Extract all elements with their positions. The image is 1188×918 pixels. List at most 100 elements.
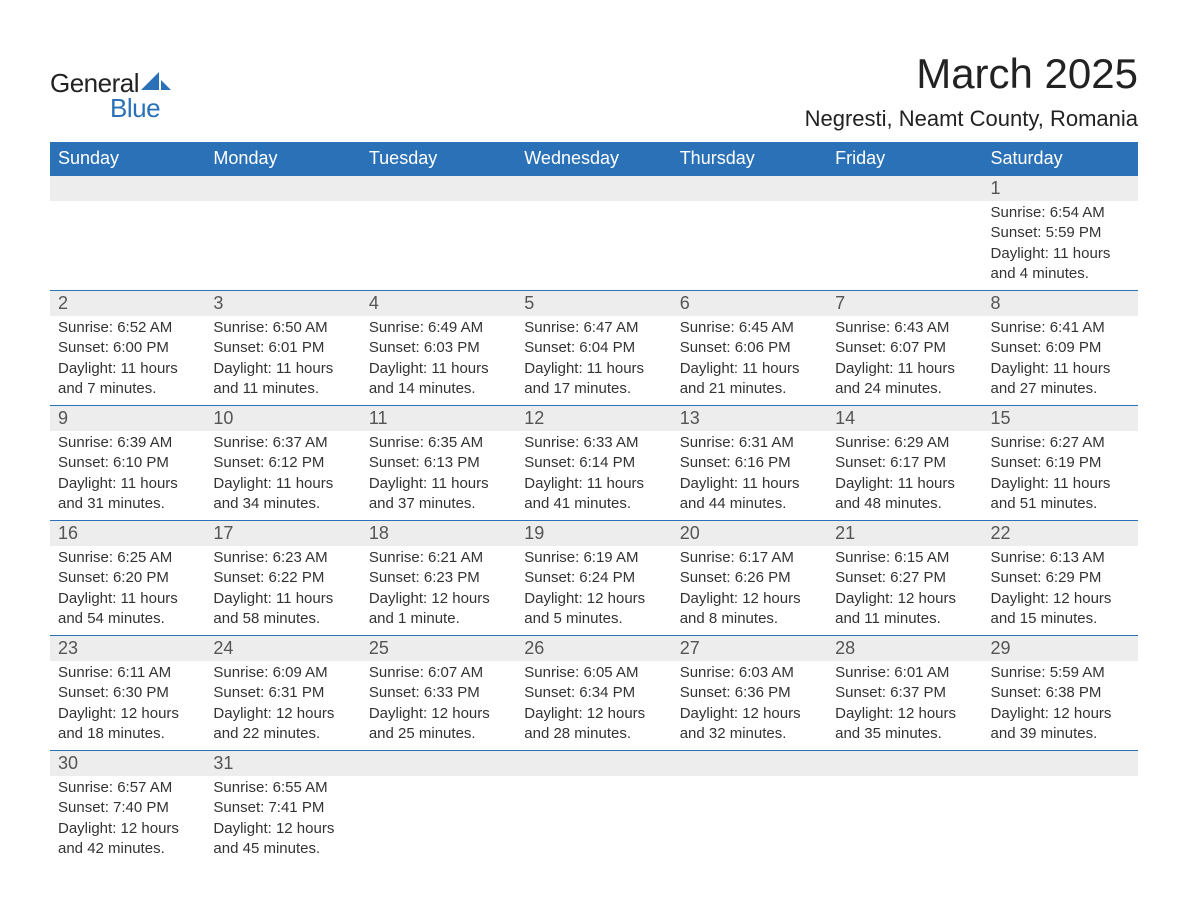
day-cell-line: Sunset: 7:40 PM — [58, 798, 197, 818]
content-row: Sunrise: 6:57 AMSunset: 7:40 PMDaylight:… — [50, 776, 1138, 865]
day-number: 12 — [516, 406, 671, 432]
day-header: Sunday — [50, 142, 205, 176]
day-cell: Sunrise: 6:05 AMSunset: 6:34 PMDaylight:… — [516, 661, 671, 751]
day-cell — [361, 201, 516, 291]
day-cell-line: Daylight: 12 hours and 11 minutes. — [835, 589, 974, 630]
day-number — [672, 751, 827, 777]
day-cell-line: Sunrise: 6:07 AM — [369, 663, 508, 683]
day-cell: Sunrise: 6:15 AMSunset: 6:27 PMDaylight:… — [827, 546, 982, 636]
logo-text-blue: Blue — [110, 93, 160, 124]
day-cell: Sunrise: 6:50 AMSunset: 6:01 PMDaylight:… — [205, 316, 360, 406]
day-number — [205, 176, 360, 202]
day-header: Wednesday — [516, 142, 671, 176]
day-cell-line: Sunset: 6:31 PM — [213, 683, 352, 703]
content-row: Sunrise: 6:54 AMSunset: 5:59 PMDaylight:… — [50, 201, 1138, 291]
day-cell: Sunrise: 6:33 AMSunset: 6:14 PMDaylight:… — [516, 431, 671, 521]
day-cell — [50, 201, 205, 291]
day-cell-line: Sunset: 6:27 PM — [835, 568, 974, 588]
day-cell-line: Daylight: 12 hours and 45 minutes. — [213, 819, 352, 860]
day-number — [983, 751, 1138, 777]
day-cell: Sunrise: 6:17 AMSunset: 6:26 PMDaylight:… — [672, 546, 827, 636]
day-number: 9 — [50, 406, 205, 432]
day-number: 29 — [983, 636, 1138, 662]
day-cell-line: Sunrise: 6:47 AM — [524, 318, 663, 338]
day-cell — [361, 776, 516, 865]
day-cell: Sunrise: 6:37 AMSunset: 6:12 PMDaylight:… — [205, 431, 360, 521]
day-cell: Sunrise: 6:13 AMSunset: 6:29 PMDaylight:… — [983, 546, 1138, 636]
day-cell-line: Sunrise: 6:25 AM — [58, 548, 197, 568]
day-cell: Sunrise: 6:31 AMSunset: 6:16 PMDaylight:… — [672, 431, 827, 521]
day-cell: Sunrise: 6:54 AMSunset: 5:59 PMDaylight:… — [983, 201, 1138, 291]
day-cell-line: Daylight: 11 hours and 58 minutes. — [213, 589, 352, 630]
day-cell-line: Sunset: 5:59 PM — [991, 223, 1130, 243]
day-header: Friday — [827, 142, 982, 176]
day-cell-line: Daylight: 11 hours and 4 minutes. — [991, 244, 1130, 285]
day-number: 31 — [205, 751, 360, 777]
day-cell-line: Daylight: 12 hours and 18 minutes. — [58, 704, 197, 745]
day-cell-line: Sunset: 6:36 PM — [680, 683, 819, 703]
day-number: 4 — [361, 291, 516, 317]
calendar-body: 1Sunrise: 6:54 AMSunset: 5:59 PMDaylight… — [50, 176, 1138, 866]
day-cell — [672, 776, 827, 865]
day-cell-line: Daylight: 12 hours and 25 minutes. — [369, 704, 508, 745]
day-number: 7 — [827, 291, 982, 317]
day-cell-line: Sunset: 6:22 PM — [213, 568, 352, 588]
daynum-row: 2345678 — [50, 291, 1138, 317]
day-cell-line: Daylight: 11 hours and 11 minutes. — [213, 359, 352, 400]
day-number — [672, 176, 827, 202]
day-number: 16 — [50, 521, 205, 547]
day-cell-line: Sunset: 6:09 PM — [991, 338, 1130, 358]
day-cell-line: Sunset: 6:34 PM — [524, 683, 663, 703]
day-cell-line: Sunset: 6:01 PM — [213, 338, 352, 358]
day-number: 26 — [516, 636, 671, 662]
day-cell-line: Sunrise: 6:15 AM — [835, 548, 974, 568]
day-header: Tuesday — [361, 142, 516, 176]
day-number: 10 — [205, 406, 360, 432]
day-number: 8 — [983, 291, 1138, 317]
day-number: 17 — [205, 521, 360, 547]
day-cell-line: Sunset: 6:13 PM — [369, 453, 508, 473]
day-cell-line: Sunset: 7:41 PM — [213, 798, 352, 818]
day-cell-line: Sunset: 6:10 PM — [58, 453, 197, 473]
day-number: 20 — [672, 521, 827, 547]
day-cell-line: Sunset: 6:14 PM — [524, 453, 663, 473]
daynum-row: 1 — [50, 176, 1138, 202]
day-cell-line: Sunrise: 6:49 AM — [369, 318, 508, 338]
day-cell-line: Daylight: 11 hours and 34 minutes. — [213, 474, 352, 515]
day-cell: Sunrise: 6:03 AMSunset: 6:36 PMDaylight:… — [672, 661, 827, 751]
day-cell-line: Daylight: 11 hours and 37 minutes. — [369, 474, 508, 515]
day-cell-line: Sunrise: 6:27 AM — [991, 433, 1130, 453]
day-cell-line: Sunset: 6:38 PM — [991, 683, 1130, 703]
day-cell-line: Sunrise: 6:55 AM — [213, 778, 352, 798]
day-number: 23 — [50, 636, 205, 662]
day-cell-line: Sunrise: 6:17 AM — [680, 548, 819, 568]
day-number — [361, 176, 516, 202]
location-title: Negresti, Neamt County, Romania — [805, 106, 1138, 132]
day-cell: Sunrise: 5:59 AMSunset: 6:38 PMDaylight:… — [983, 661, 1138, 751]
day-cell-line: Sunset: 6:33 PM — [369, 683, 508, 703]
day-number — [50, 176, 205, 202]
day-cell-line: Sunset: 6:04 PM — [524, 338, 663, 358]
day-cell: Sunrise: 6:07 AMSunset: 6:33 PMDaylight:… — [361, 661, 516, 751]
day-number: 19 — [516, 521, 671, 547]
logo: General Blue — [50, 50, 171, 124]
day-cell-line: Sunrise: 6:43 AM — [835, 318, 974, 338]
day-cell-line: Daylight: 11 hours and 17 minutes. — [524, 359, 663, 400]
day-cell-line: Sunrise: 6:09 AM — [213, 663, 352, 683]
day-cell-line: Daylight: 11 hours and 7 minutes. — [58, 359, 197, 400]
day-number: 1 — [983, 176, 1138, 202]
day-number: 21 — [827, 521, 982, 547]
day-number: 3 — [205, 291, 360, 317]
day-cell-line: Sunset: 6:12 PM — [213, 453, 352, 473]
day-cell: Sunrise: 6:49 AMSunset: 6:03 PMDaylight:… — [361, 316, 516, 406]
day-cell-line: Sunrise: 6:35 AM — [369, 433, 508, 453]
day-cell-line: Daylight: 12 hours and 5 minutes. — [524, 589, 663, 630]
day-cell-line: Daylight: 11 hours and 24 minutes. — [835, 359, 974, 400]
day-cell-line: Daylight: 11 hours and 44 minutes. — [680, 474, 819, 515]
header: General Blue March 2025 Negresti, Neamt … — [50, 50, 1138, 138]
day-cell-line: Sunrise: 6:01 AM — [835, 663, 974, 683]
day-cell-line: Sunset: 6:00 PM — [58, 338, 197, 358]
day-cell-line: Daylight: 11 hours and 41 minutes. — [524, 474, 663, 515]
day-cell-line: Sunrise: 6:05 AM — [524, 663, 663, 683]
daynum-row: 16171819202122 — [50, 521, 1138, 547]
